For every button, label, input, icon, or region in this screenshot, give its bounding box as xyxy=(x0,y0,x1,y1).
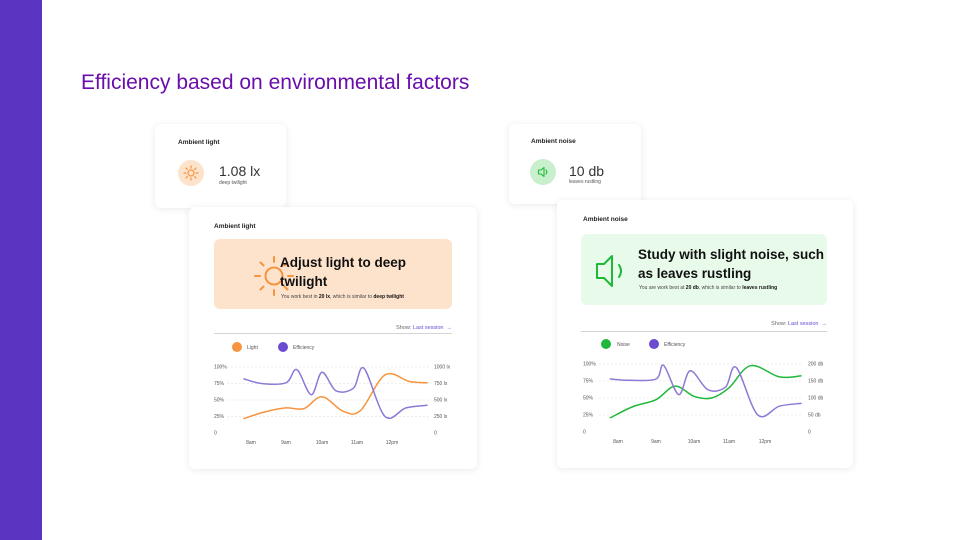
x-tick-label: 8am xyxy=(246,440,256,446)
y-left-tick-label: 100% xyxy=(583,362,596,368)
desc-value: leaves rustling xyxy=(742,285,778,291)
y-left-tick-label: 100% xyxy=(214,365,227,371)
y-left-tick-label: 75% xyxy=(583,379,594,385)
legend-light-label: Light xyxy=(247,345,258,351)
ambient-light-widget[interactable]: Ambient light 1.08 lx deep twilight xyxy=(155,124,286,208)
light-recommendation-banner xyxy=(214,239,452,309)
ambient-light-panel: Ambient light Adjust light to deep twili… xyxy=(189,207,477,469)
divider xyxy=(581,331,827,332)
sun-icon xyxy=(183,165,199,181)
desc-text: , which is similar to xyxy=(698,285,743,291)
y-right-tick-label: 500 lx xyxy=(434,398,448,404)
noise-efficiency-chart: 100% 200 db 75% 150 db 50% 100 db 25% 50 db 0 0 8a… xyxy=(583,362,824,445)
x-tick-label: 9am xyxy=(651,439,661,445)
panel-label: Ambient noise xyxy=(583,216,628,223)
desc-text: You work best in xyxy=(281,294,319,300)
desc-value: 20 db xyxy=(685,285,699,291)
x-tick-label: 10am xyxy=(316,440,329,446)
desc-value: 20 lx xyxy=(318,294,331,300)
legend-light-dot xyxy=(232,342,242,352)
y-left-tick-label: 0 xyxy=(214,431,217,437)
series-line-efficiency xyxy=(243,366,428,419)
desc-text: You are work best at xyxy=(639,285,686,291)
widget-label: Ambient light xyxy=(178,139,220,146)
y-right-tick-label: 0 xyxy=(434,431,437,437)
session-link[interactable]: Last session xyxy=(787,321,819,327)
legend-noise-label: Noise xyxy=(617,342,630,348)
y-left-tick-label: 50% xyxy=(214,398,225,404)
legend-efficiency-label: Efficiency xyxy=(293,345,315,351)
light-value: 1.08 lx xyxy=(219,163,261,179)
x-tick-label: 12pm xyxy=(759,439,772,445)
ambient-noise-panel: Ambient noise Study with slight noise, s… xyxy=(557,200,853,468)
legend-efficiency-label: Efficiency xyxy=(664,342,686,348)
sun-icon-badge xyxy=(178,160,204,186)
y-right-tick-label: 0 xyxy=(808,430,811,436)
arrow-right-icon: → xyxy=(446,325,453,331)
light-sub: deep twilight xyxy=(219,180,247,186)
y-right-tick-label: 750 lx xyxy=(434,381,448,387)
speaker-icon xyxy=(537,166,548,178)
sidebar-accent-bar xyxy=(0,0,42,540)
widget-label: Ambient noise xyxy=(531,138,576,145)
show-label: Show: xyxy=(396,325,412,331)
slide-title: Efficiency based on environmental factor… xyxy=(81,71,470,94)
legend-efficiency-dot xyxy=(278,342,288,352)
y-left-tick-label: 75% xyxy=(214,381,225,387)
legend-efficiency-dot xyxy=(649,339,659,349)
session-selector[interactable]: Show: Last session → xyxy=(396,325,452,331)
speaker-large-icon xyxy=(596,255,622,287)
ambient-noise-widget[interactable]: Ambient noise 10 db leaves rustling xyxy=(509,124,641,204)
divider xyxy=(214,333,452,334)
legend-noise-dot xyxy=(601,339,611,349)
series-line-light xyxy=(243,372,428,420)
series-line-efficiency xyxy=(609,364,802,418)
noise-sub: leaves rustling xyxy=(569,179,601,185)
banner-description: You are work best at 20 db, which is sim… xyxy=(639,285,777,291)
desc-value: deep twilight xyxy=(373,294,404,300)
y-right-tick-label: 100 db xyxy=(808,396,824,402)
banner-description: You work best in 20 lx, which is similar… xyxy=(281,294,404,300)
speaker-icon-badge xyxy=(530,159,556,185)
noise-recommendation-banner xyxy=(581,234,827,305)
session-link[interactable]: Last session xyxy=(412,325,444,331)
session-selector[interactable]: Show: Last session → xyxy=(771,321,827,327)
y-right-tick-label: 50 db xyxy=(808,413,821,419)
sun-large-icon xyxy=(254,256,294,296)
x-tick-label: 8am xyxy=(613,439,623,445)
noise-value: 10 db xyxy=(569,163,605,179)
y-left-tick-label: 25% xyxy=(583,413,594,419)
y-right-tick-label: 1000 lx xyxy=(434,365,451,371)
x-tick-label: 9am xyxy=(281,440,291,446)
y-left-tick-label: 25% xyxy=(214,414,225,420)
arrow-right-icon: → xyxy=(821,321,828,327)
y-left-tick-label: 0 xyxy=(583,430,586,436)
banner-title: Study with slight noise, such as leaves … xyxy=(638,247,825,281)
panel-label: Ambient light xyxy=(214,223,256,230)
show-label: Show: xyxy=(771,321,787,327)
series-line-noise xyxy=(609,364,802,419)
y-right-tick-label: 200 db xyxy=(808,362,824,368)
y-right-tick-label: 150 db xyxy=(808,379,824,385)
x-tick-label: 12pm xyxy=(386,440,399,446)
light-efficiency-chart: 100% 1000 lx 75% 750 lx 50% 500 lx 25% 250 lx 0 0… xyxy=(214,365,451,446)
y-left-tick-label: 50% xyxy=(583,396,594,402)
x-tick-label: 11am xyxy=(351,440,363,446)
banner-title: Adjust light to deep twilight xyxy=(280,255,406,289)
desc-text: , which is similar to xyxy=(330,294,374,300)
x-tick-label: 11am xyxy=(723,439,735,445)
y-right-tick-label: 250 lx xyxy=(434,414,448,420)
x-tick-label: 10am xyxy=(688,439,701,445)
